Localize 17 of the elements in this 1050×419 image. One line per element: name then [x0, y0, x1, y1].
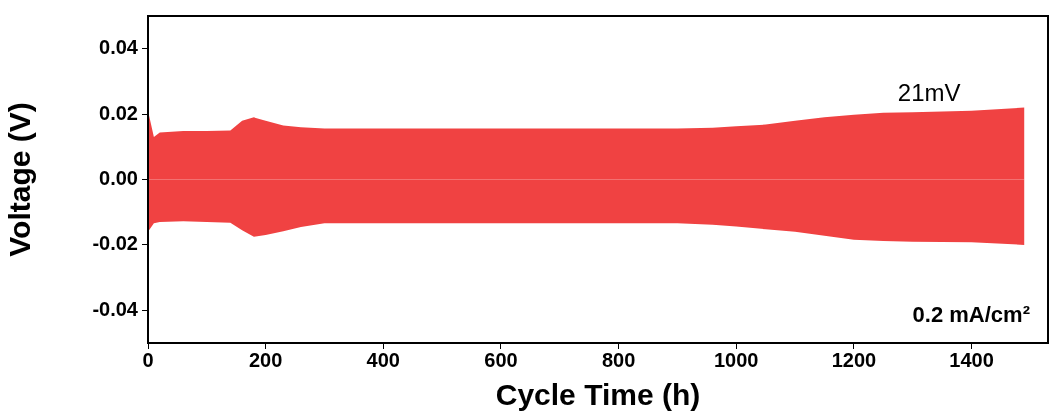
- x-axis-title: Cycle Time (h): [495, 378, 701, 412]
- x-tick-label: 600: [484, 348, 518, 371]
- x-tick-label: 400: [366, 348, 400, 371]
- y-tick-label: -0.02: [92, 232, 138, 255]
- x-tick-label: 0: [142, 348, 154, 371]
- x-tick-label: 1400: [949, 348, 994, 371]
- y-tick-label: 0.00: [99, 167, 138, 190]
- x-tick-label: 1000: [713, 348, 759, 371]
- annotation: 0.2 mA/cm²: [912, 302, 1030, 328]
- x-tick-label: 200: [248, 348, 283, 371]
- annotation: 21mV: [897, 78, 961, 106]
- y-tick-label: 0.02: [99, 101, 138, 124]
- y-tick-label: -0.04: [92, 297, 139, 320]
- x-tick-label: 1200: [831, 348, 877, 371]
- y-tick-label: 0.04: [99, 36, 139, 59]
- x-tick-label: 800: [601, 348, 636, 371]
- y-axis-title: Voltage (V): [3, 102, 37, 257]
